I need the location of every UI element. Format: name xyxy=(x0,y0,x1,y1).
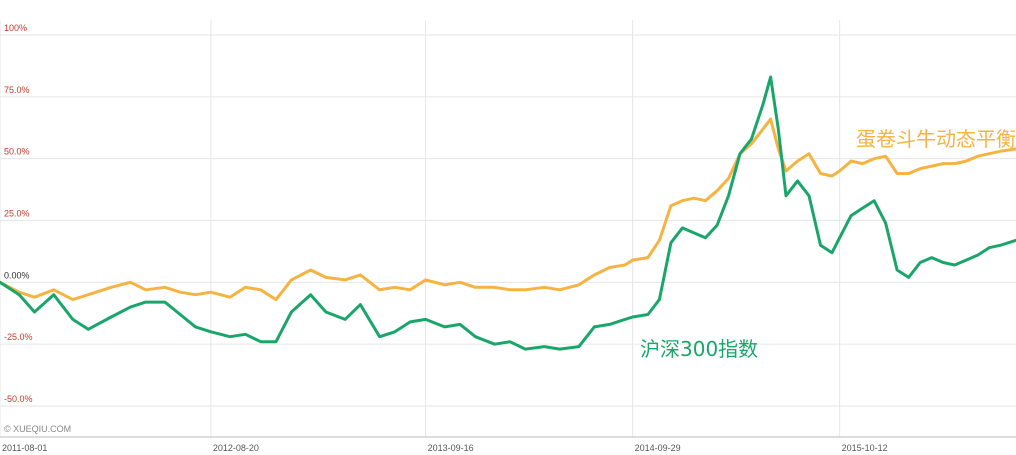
x-tick-label: 2014-09-29 xyxy=(635,443,681,453)
series-line-0 xyxy=(0,117,1016,302)
y-axis-ticks: 100% 75.0% 50.0% 25.0% 0.00% -25.0% -50.0% xyxy=(4,23,33,404)
y-tick-label: -50.0% xyxy=(4,394,33,404)
chart-grid xyxy=(0,20,1016,438)
series-line-1 xyxy=(0,75,1016,351)
series-label-csi300: 沪深300指数 xyxy=(640,337,758,361)
y-tick-label: 100% xyxy=(4,23,27,33)
x-tick-label: 2015-10-12 xyxy=(842,443,888,453)
watermark: © XUEQIU.COM xyxy=(4,424,71,434)
x-tick-label: 2012-08-20 xyxy=(213,443,259,453)
y-tick-label: 25.0% xyxy=(4,209,30,219)
series-label-dynamic-balance: 蛋卷斗牛动态平衡 xyxy=(856,127,1016,151)
x-tick-label: 2011-08-01 xyxy=(2,443,47,453)
y-tick-label: 50.0% xyxy=(4,147,30,157)
x-tick-label: 2013-09-16 xyxy=(428,443,474,453)
y-tick-label: 0.00% xyxy=(4,270,30,280)
y-tick-label: 75.0% xyxy=(4,85,30,95)
chart-series xyxy=(0,75,1016,351)
y-tick-label: -25.0% xyxy=(4,332,33,342)
x-axis-ticks: 2011-08-01 2012-08-20 2013-09-16 2014-09-29… xyxy=(2,443,888,453)
